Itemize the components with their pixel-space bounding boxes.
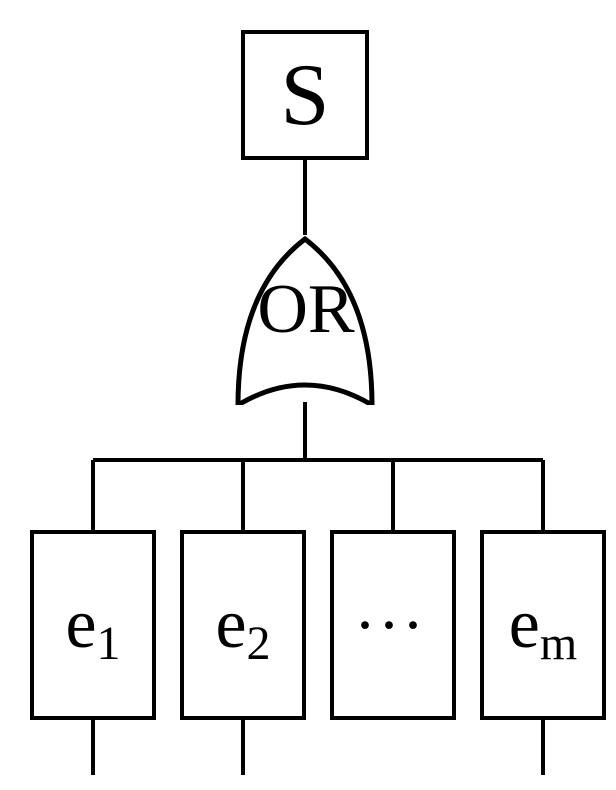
input-base-e2: e	[215, 585, 246, 665]
fault-tree-diagram: S OR e1 e2 ··· em	[0, 0, 616, 790]
top-event-box: S	[241, 30, 369, 160]
input-base-em: e	[509, 585, 540, 665]
input-box-e1: e1	[30, 530, 156, 720]
input-sub-e2: 2	[247, 616, 271, 671]
input-box-e2: e2	[180, 530, 306, 720]
or-gate-label: OR	[248, 270, 364, 350]
input-label-e1: e1	[65, 585, 120, 665]
input-box-em: em	[480, 530, 606, 720]
input-label-e2: e2	[215, 585, 270, 665]
input-base-e1: e	[65, 585, 96, 665]
input-sub-e1: 1	[97, 616, 121, 671]
input-box-ellipsis: ···	[330, 530, 456, 720]
input-sub-em: m	[540, 616, 577, 671]
ellipsis-label: ···	[357, 598, 429, 653]
top-event-label: S	[281, 45, 330, 146]
input-label-em: em	[509, 585, 577, 665]
